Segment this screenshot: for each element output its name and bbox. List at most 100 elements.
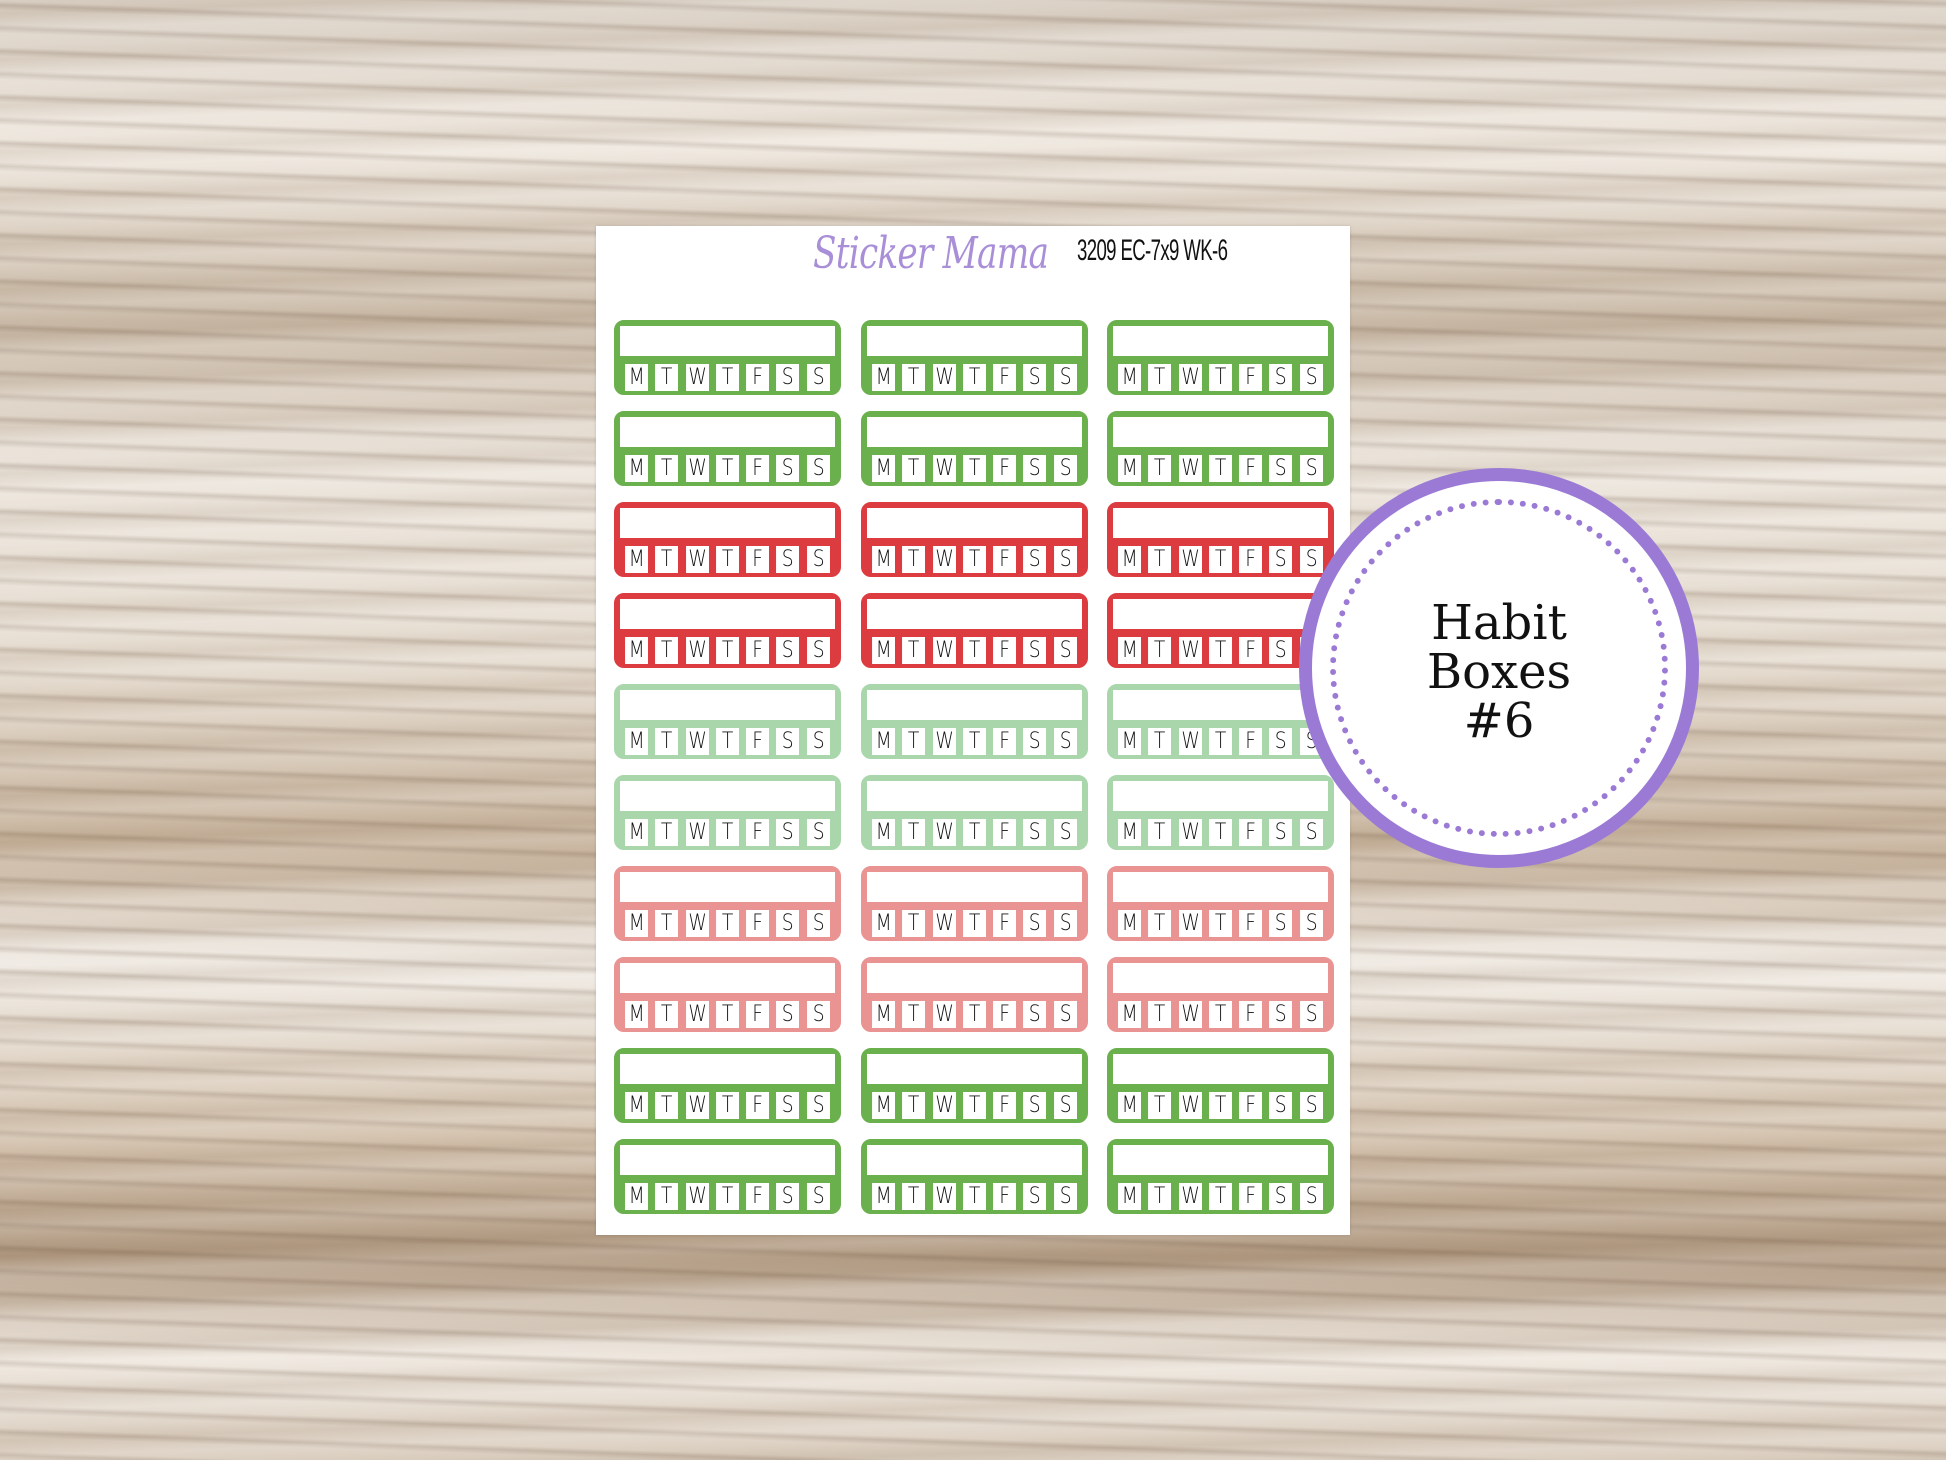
day-box: S [1023,819,1047,846]
day-box: W [1178,455,1202,482]
day-box: F [1239,546,1263,573]
day-box: W [932,546,956,573]
day-box: M [625,1183,649,1210]
day-box: T [1208,364,1233,391]
day-box: T [655,819,679,846]
day-box: S [1023,1092,1047,1119]
day-box: T [655,364,679,391]
badge-line: Habit [1431,595,1567,651]
day-box: S [1053,637,1077,664]
day-box: W [932,728,956,755]
habit-label-area [1113,690,1328,726]
day-box: S [806,1092,830,1119]
day-box: T [1208,1001,1233,1028]
day-box: S [776,455,800,482]
day-box: W [685,455,709,482]
day-box: T [902,1092,926,1119]
day-box: T [962,637,987,664]
day-box: S [1053,1001,1077,1028]
day-box: T [1208,637,1233,664]
day-box: T [715,364,740,391]
day-box: T [962,819,987,846]
day-box: F [1239,1001,1263,1028]
day-box: S [1053,1183,1077,1210]
habit-label-area [620,417,835,453]
day-box: F [1239,1092,1263,1119]
day-box: W [932,1183,956,1210]
day-box: F [993,1092,1017,1119]
day-box: T [1208,1183,1233,1210]
habit-label-area [620,599,835,635]
day-box: S [1299,1001,1323,1028]
product-code: 3209 EC-7x9 WK-6 [1077,234,1228,267]
day-box: S [776,364,800,391]
habit-label-area [867,508,1082,544]
day-box: M [1118,1001,1142,1028]
habit-label-area [1113,1054,1328,1090]
habit-label-area [1113,326,1328,362]
day-box: F [1239,364,1263,391]
day-box: W [685,819,709,846]
day-box: T [1208,728,1233,755]
day-box: M [625,546,649,573]
day-box: F [993,364,1017,391]
day-box: F [746,728,770,755]
dotted-ring [1330,499,1668,837]
habit-label-area [620,872,835,908]
day-box: T [715,910,740,937]
day-box: S [776,910,800,937]
day-box: S [1269,1092,1293,1119]
day-box: T [655,728,679,755]
day-box: M [625,1001,649,1028]
day-box: T [1148,364,1172,391]
day-box: S [1023,455,1047,482]
day-box: F [993,1001,1017,1028]
day-box: S [1023,637,1047,664]
day-box: T [1148,1001,1172,1028]
day-box: W [1178,546,1202,573]
day-box: S [1299,364,1323,391]
day-box: T [1148,910,1172,937]
day-box: S [1299,455,1323,482]
habit-label-area [1113,508,1328,544]
habit-label-area [1113,872,1328,908]
day-box: T [1148,637,1172,664]
day-box: W [932,364,956,391]
habit-label-area [620,963,835,999]
day-box: S [1269,546,1293,573]
habit-label-area [1113,1145,1328,1181]
day-box: F [993,1183,1017,1210]
day-box: F [746,364,770,391]
day-box: M [1118,819,1142,846]
day-box: S [806,364,830,391]
day-box: M [872,364,896,391]
day-box: T [655,637,679,664]
day-box: M [625,1092,649,1119]
